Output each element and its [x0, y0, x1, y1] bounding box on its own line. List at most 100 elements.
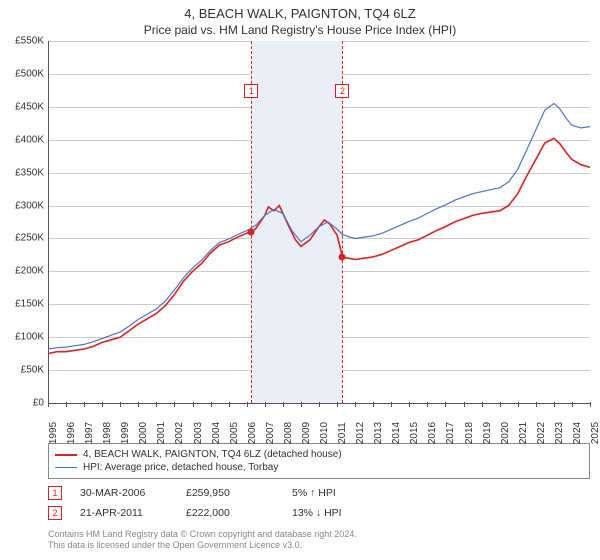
y-axis-label: £350K	[2, 167, 44, 178]
x-axis-label: 2010	[319, 422, 330, 444]
transaction-marker: 1	[48, 486, 62, 500]
x-axis-label: 2015	[409, 422, 420, 444]
x-axis-label: 2002	[174, 422, 185, 444]
x-axis-label: 2004	[211, 422, 222, 444]
x-axis-label: 1998	[102, 422, 113, 444]
x-tick	[482, 402, 483, 407]
x-axis-label: 2007	[265, 422, 276, 444]
y-axis-label: £0	[2, 398, 44, 409]
x-tick	[518, 402, 519, 407]
transaction-price: £222,000	[186, 507, 274, 519]
x-axis-label: 2006	[247, 422, 258, 444]
x-tick	[265, 402, 266, 407]
y-axis-label: £300K	[2, 200, 44, 211]
x-axis-label: 1997	[84, 422, 95, 444]
x-axis-label: 2003	[193, 422, 204, 444]
legend-label: 4, BEACH WALK, PAIGNTON, TQ4 6LZ (detach…	[83, 449, 342, 460]
x-tick	[464, 402, 465, 407]
legend-item: HPI: Average price, detached house, Torb…	[55, 461, 583, 474]
x-tick	[536, 402, 537, 407]
x-axis-label: 2017	[445, 422, 456, 444]
legend-swatch	[55, 454, 77, 456]
chart-title: 4, BEACH WALK, PAIGNTON, TQ4 6LZ	[0, 0, 600, 21]
x-axis-label: 2018	[464, 422, 475, 444]
transaction-price: £259,950	[186, 487, 274, 499]
x-axis-label: 2025	[590, 422, 600, 444]
y-axis-label: £500K	[2, 68, 44, 79]
y-axis-label: £250K	[2, 233, 44, 244]
x-tick	[500, 402, 501, 407]
y-axis-label: £200K	[2, 266, 44, 277]
y-axis-label: £50K	[2, 365, 44, 376]
transaction-date: 21-APR-2011	[80, 507, 168, 519]
transaction-delta: 13% ↓ HPI	[292, 507, 342, 519]
y-axis-label: £100K	[2, 332, 44, 343]
footer-line-1: Contains HM Land Registry data © Crown c…	[48, 529, 590, 540]
x-axis-label: 1999	[120, 422, 131, 444]
x-tick	[156, 402, 157, 407]
chart-container: 4, BEACH WALK, PAIGNTON, TQ4 6LZ Price p…	[0, 0, 600, 560]
x-axis-label: 2020	[500, 422, 511, 444]
x-axis-label: 1995	[48, 422, 59, 444]
x-axis-label: 2024	[572, 422, 583, 444]
footer-line-2: This data is licensed under the Open Gov…	[48, 540, 590, 551]
x-tick	[48, 402, 49, 407]
footer-attribution: Contains HM Land Registry data © Crown c…	[48, 529, 590, 552]
x-tick	[355, 402, 356, 407]
x-tick	[445, 402, 446, 407]
x-tick	[66, 402, 67, 407]
x-axis-label: 2023	[554, 422, 565, 444]
x-tick	[102, 402, 103, 407]
x-axis-label: 2008	[283, 422, 294, 444]
x-tick	[211, 402, 212, 407]
x-axis-label: 2022	[536, 422, 547, 444]
x-axis-label: 2011	[337, 422, 348, 444]
x-tick	[590, 402, 591, 407]
chart-legend: 4, BEACH WALK, PAIGNTON, TQ4 6LZ (detach…	[48, 443, 590, 479]
x-tick	[554, 402, 555, 407]
x-axis-label: 2021	[518, 422, 529, 444]
x-axis-label: 2012	[355, 422, 366, 444]
x-tick	[84, 402, 85, 407]
x-axis-label: 2014	[391, 422, 402, 444]
x-axis-label: 2000	[138, 422, 149, 444]
y-axis-label: £150K	[2, 299, 44, 310]
x-axis-label: 2009	[301, 422, 312, 444]
x-tick	[174, 402, 175, 407]
x-tick	[283, 402, 284, 407]
x-axis-label: 2013	[373, 422, 384, 444]
x-tick	[301, 402, 302, 407]
transaction-marker: 2	[48, 506, 62, 520]
y-axis-label: £550K	[2, 36, 44, 47]
series-hpi	[48, 104, 590, 350]
transaction-date: 30-MAR-2006	[80, 487, 168, 499]
x-tick	[409, 402, 410, 407]
x-tick	[427, 402, 428, 407]
x-axis-labels: 1995199619971998199920002001200220032004…	[48, 403, 590, 437]
x-axis-label: 2001	[156, 422, 167, 444]
x-axis-label: 2005	[229, 422, 240, 444]
x-tick	[373, 402, 374, 407]
x-tick	[247, 402, 248, 407]
x-tick	[572, 402, 573, 407]
y-axis-label: £450K	[2, 101, 44, 112]
x-tick	[193, 402, 194, 407]
y-axis-label: £400K	[2, 134, 44, 145]
transaction-row: 2 21-APR-2011 £222,000 13% ↓ HPI	[48, 503, 590, 523]
x-tick	[337, 402, 338, 407]
x-tick	[120, 402, 121, 407]
series-property	[48, 138, 590, 353]
chart-subtitle: Price paid vs. HM Land Registry's House …	[0, 21, 600, 41]
x-tick	[229, 402, 230, 407]
transaction-delta: 5% ↑ HPI	[292, 487, 336, 499]
chart-lines	[48, 41, 590, 403]
x-axis-label: 1996	[66, 422, 77, 444]
x-tick	[138, 402, 139, 407]
x-axis-label: 2016	[427, 422, 438, 444]
transactions-table: 1 30-MAR-2006 £259,950 5% ↑ HPI 2 21-APR-2011…	[48, 483, 590, 523]
x-tick	[391, 402, 392, 407]
transaction-row: 1 30-MAR-2006 £259,950 5% ↑ HPI	[48, 483, 590, 503]
x-axis-label: 2019	[482, 422, 493, 444]
legend-swatch	[55, 467, 77, 468]
chart-plot-area: £0£50K£100K£150K£200K£250K£300K£350K£400…	[48, 41, 590, 403]
